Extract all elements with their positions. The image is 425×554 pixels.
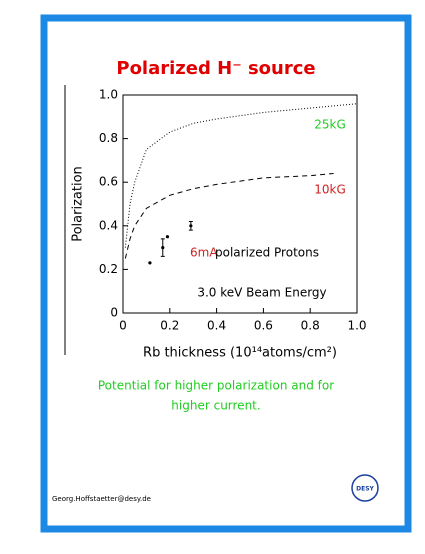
- y-axis-label: Polarization: [71, 166, 86, 242]
- footer: Georg.Hoffstaetter@desy.de: [52, 495, 151, 503]
- caption-line: Potential for higher polarization and fo…: [98, 379, 334, 393]
- caption-line: higher current.: [171, 399, 260, 413]
- x-tick-label: 0.8: [301, 319, 320, 333]
- data-point: [148, 261, 152, 265]
- x-tick-label: 0.2: [160, 319, 179, 333]
- annotation: polarized Protons: [215, 246, 319, 260]
- x-tick-label: 0: [119, 319, 127, 333]
- annotation: 6mA: [190, 246, 218, 260]
- plot-frame: [122, 94, 358, 314]
- y-tick-label: 0.6: [99, 175, 118, 189]
- logo-ring: [351, 474, 379, 502]
- x-tick-label: 0.6: [254, 319, 273, 333]
- data-point: [165, 235, 170, 239]
- y-tick-label: 0.2: [99, 262, 118, 276]
- curve: [124, 103, 358, 248]
- y-tick-label: 0: [110, 306, 118, 320]
- x-tick-label: 1.0: [347, 319, 366, 333]
- slide-frame: [40, 14, 412, 533]
- y-tick-label: 1.0: [99, 88, 118, 102]
- annotation: 3.0 keV Beam Energy: [197, 286, 326, 300]
- curve: [124, 172, 334, 259]
- logo: DESY: [351, 474, 379, 502]
- x-axis-label: Rb thickness (10¹⁴atoms/cm²): [143, 346, 337, 361]
- logo-text: DESY: [356, 486, 374, 493]
- series-label: 10kG: [314, 183, 346, 197]
- y-tick-label: 0.4: [99, 218, 118, 232]
- x-tick-label: 0.4: [207, 319, 226, 333]
- chart-title: Polarized H⁻ source: [116, 58, 315, 79]
- y-tick-label: 0.8: [99, 131, 118, 145]
- data-point: [189, 224, 193, 228]
- data-point: [161, 246, 165, 250]
- series-label: 25kG: [314, 118, 346, 132]
